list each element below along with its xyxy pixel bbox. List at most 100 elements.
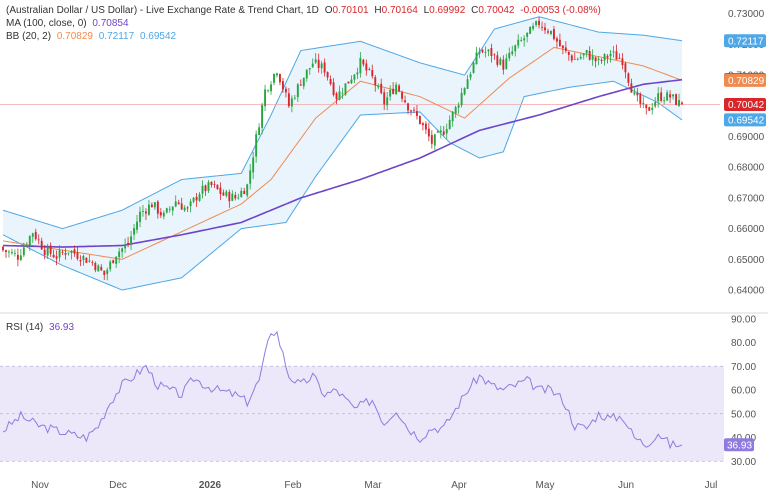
ohlc-open-label: O <box>324 5 333 16</box>
candle-body <box>642 102 645 105</box>
candle-body <box>669 94 672 98</box>
candle-body <box>281 81 284 90</box>
candle-body <box>13 253 16 254</box>
candle-body <box>49 245 52 254</box>
candle-body <box>153 202 156 208</box>
candle <box>165 207 168 214</box>
price-pane[interactable] <box>0 16 720 291</box>
candle <box>389 85 392 101</box>
candle <box>267 89 269 93</box>
candle-body <box>52 254 55 258</box>
candle-body <box>276 73 278 76</box>
candle-body <box>529 27 532 34</box>
candle-body <box>511 51 514 55</box>
candle <box>31 232 34 243</box>
candle-body <box>82 256 85 261</box>
price-tick-label: 0.65000 <box>728 255 765 266</box>
candle <box>281 78 284 93</box>
candle-body <box>314 59 317 63</box>
candle-body <box>368 68 371 70</box>
candle-body <box>267 90 269 92</box>
candle <box>648 106 651 111</box>
candle <box>466 75 469 89</box>
candle-body <box>159 212 162 216</box>
candle <box>121 247 124 258</box>
candle <box>603 53 606 66</box>
candle-body <box>648 107 651 111</box>
candle <box>180 197 183 210</box>
candle <box>594 56 597 68</box>
candle <box>243 187 246 195</box>
candle-body <box>418 115 421 124</box>
x-tick-label: Jul <box>705 480 718 491</box>
candle <box>535 20 538 28</box>
candle <box>28 235 31 251</box>
rsi-tick-label: 90.00 <box>731 314 756 325</box>
candle <box>299 79 302 86</box>
ohlc-open: 0.70101 <box>332 5 369 16</box>
candle <box>416 104 418 120</box>
candle <box>570 54 573 63</box>
candle-body <box>10 252 13 254</box>
candle-body <box>636 92 639 96</box>
candle-body <box>76 252 79 259</box>
bollinger-band-fill <box>3 16 682 291</box>
price-badge-bg <box>724 98 766 112</box>
candle <box>216 184 219 191</box>
candle-body <box>377 85 380 88</box>
candle <box>37 234 40 245</box>
candle <box>70 250 73 260</box>
candle-body <box>28 236 31 246</box>
candle <box>639 92 642 108</box>
candle <box>296 83 299 102</box>
candle-body <box>118 251 121 258</box>
ohlc-high: 0.70164 <box>381 5 418 16</box>
candle <box>25 242 28 248</box>
candle-body <box>192 197 195 202</box>
candle-body <box>410 110 412 112</box>
bollinger-lower-line <box>2 80 683 291</box>
candle-body <box>308 68 311 70</box>
candle-body <box>633 92 636 95</box>
candle-body <box>597 58 600 61</box>
candle-body <box>225 191 228 196</box>
candle <box>612 45 615 58</box>
candle-body <box>2 246 4 251</box>
x-tick-label: Dec <box>109 480 127 491</box>
candle-body <box>195 196 198 201</box>
candle <box>505 53 508 70</box>
candle <box>457 102 460 114</box>
candle-body <box>46 246 49 256</box>
candle <box>624 61 627 79</box>
candle <box>502 55 505 75</box>
candle <box>371 64 374 79</box>
candle-body <box>338 91 341 100</box>
candle-body <box>186 207 189 209</box>
candle <box>139 206 141 228</box>
rsi-pane[interactable] <box>0 330 724 462</box>
candle-body <box>204 185 207 192</box>
candle-body <box>189 201 192 207</box>
candle-body <box>627 73 630 83</box>
candle <box>484 46 487 58</box>
candle <box>368 67 371 71</box>
candle <box>454 105 457 118</box>
bb-label: BB (20, 2) <box>6 31 52 42</box>
candle-body <box>588 50 591 60</box>
x-tick-label: Nov <box>31 480 49 491</box>
candle <box>91 260 94 266</box>
candle-body <box>273 74 275 83</box>
candle <box>2 246 4 252</box>
candle-body <box>547 31 549 33</box>
candle-body <box>436 131 439 133</box>
candle-body <box>490 48 493 57</box>
candle <box>374 75 377 92</box>
candle-body <box>270 84 272 92</box>
candle <box>490 43 493 63</box>
candle-body <box>389 89 392 97</box>
candle <box>445 123 448 139</box>
rsi-value: 36.93 <box>49 322 75 333</box>
rsi-badge-bg <box>724 438 754 452</box>
candle <box>311 58 314 68</box>
